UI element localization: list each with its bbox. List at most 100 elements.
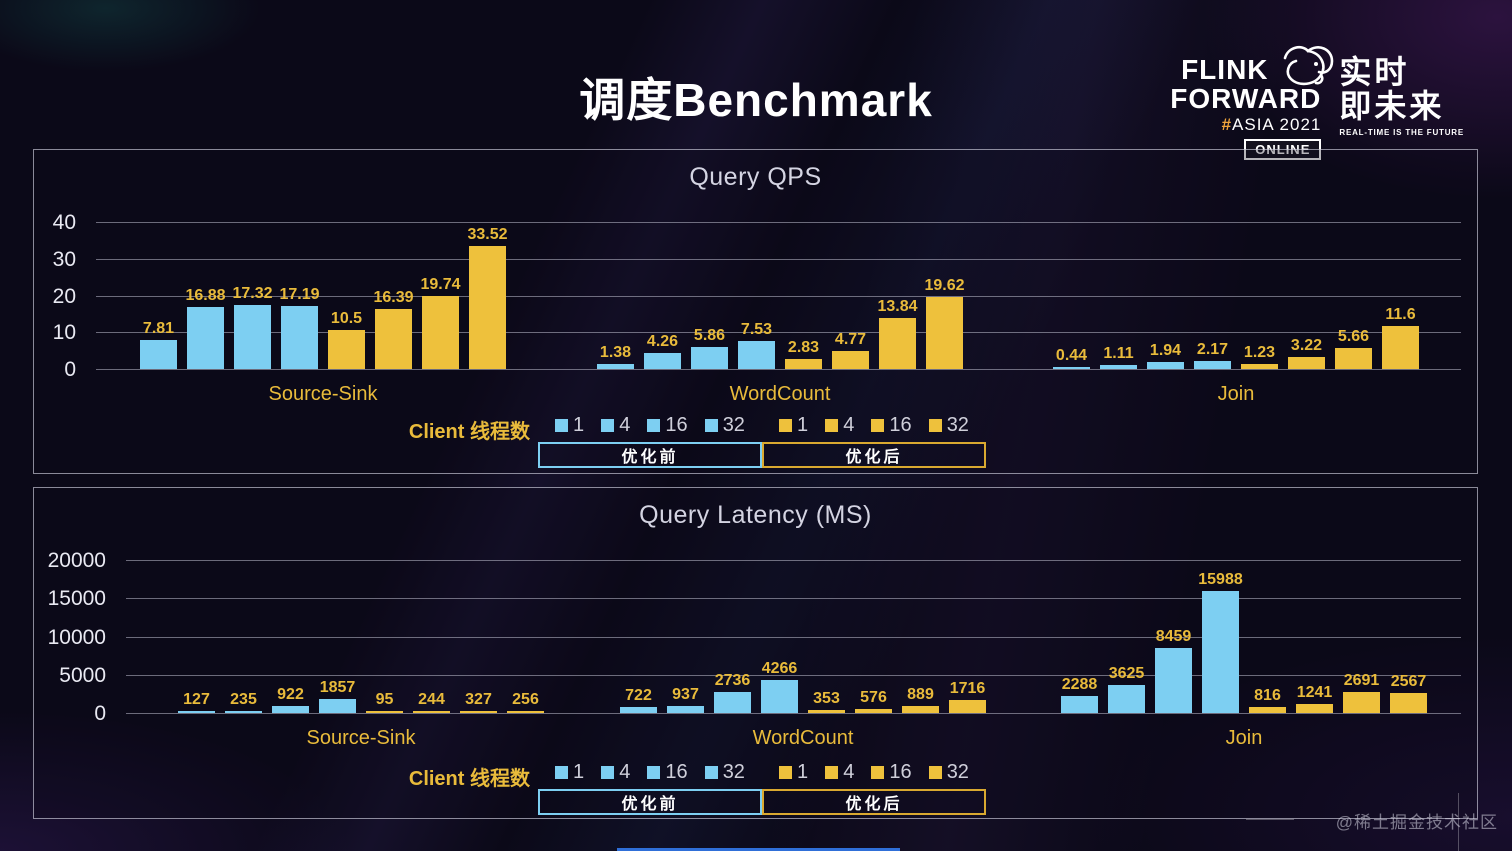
category-label: Source-Sink: [268, 383, 378, 405]
before-optimization-label: 优化前: [621, 449, 679, 466]
bar-value-label: 4266: [761, 660, 798, 678]
category-label: Source-Sink: [306, 727, 416, 749]
bar: [1108, 685, 1145, 713]
bar-group-Join: 0.44 1.11 1.94 2.17 1.23 3.22 5.66 11.6: [1053, 307, 1419, 369]
bar: [1100, 364, 1137, 369]
bar: [1296, 703, 1333, 713]
bar: [140, 340, 177, 369]
bar-value-label: 17.32: [232, 285, 273, 303]
legend-item-after-1: 1: [779, 415, 808, 435]
bar-value-label: 2567: [1390, 673, 1427, 691]
bar-value-label: 17.19: [279, 285, 320, 303]
after-swatch-icon: [779, 418, 793, 432]
bar-优化前-4-WordCount: 937: [667, 686, 704, 713]
bar-优化前-16-WordCount: 2736: [714, 673, 751, 713]
bar-优化前-4-Source-Sink: 235: [225, 692, 262, 713]
logo-tagline: REAL-TIME IS THE FUTURE: [1339, 127, 1464, 137]
bar: [1249, 706, 1286, 713]
bar-优化前-4-WordCount: 4.26: [644, 334, 681, 369]
flink-forward-wordmark: FLINK FORWARD #ASIA 2021 ONLINE: [1170, 45, 1334, 161]
bar-value-label: 922: [277, 685, 304, 703]
legend-after-group: 1 4 16 32: [762, 762, 986, 782]
bar-value-label: 244: [418, 691, 445, 708]
bar-value-label: 3625: [1108, 665, 1145, 683]
legend-label: Client 线程数: [408, 768, 530, 790]
bar: [620, 707, 657, 713]
bar-优化后-32-Join: 2567: [1390, 674, 1427, 713]
bar: [187, 306, 224, 369]
bar-value-label: 2288: [1061, 675, 1098, 693]
legend-thread-count: 32: [946, 414, 969, 436]
bar-value-label: 1.94: [1149, 341, 1182, 359]
y-tick-label: 15000: [47, 587, 106, 611]
legend-thread-count: 4: [843, 761, 855, 783]
after-swatch-icon: [871, 418, 885, 432]
bar: [1061, 695, 1098, 713]
flink-forward-logo: FLINK FORWARD #ASIA 2021 ONLINE 实时 即未来 R…: [1170, 45, 1464, 161]
bar-优化后-16-Join: 2691: [1343, 673, 1380, 713]
legend-thread-count: 4: [843, 414, 855, 436]
legend-item-after-16: 16: [871, 415, 912, 435]
legend-item-after-16: 16: [871, 762, 912, 782]
before-swatch-icon: [647, 765, 661, 779]
bar-优化后-32-WordCount: 1716: [949, 680, 986, 713]
bar-优化前-32-WordCount: 7.53: [738, 322, 775, 369]
after-swatch-icon: [825, 418, 839, 432]
legend-thread-count: 1: [797, 761, 809, 783]
slide-title: 调度Benchmark: [579, 74, 933, 126]
bar-value-label: 722: [625, 687, 652, 705]
bar: [1155, 648, 1192, 713]
bar-优化前-32-Join: 2.17: [1194, 342, 1231, 369]
legend-row: 1 4 16 32 1 4 16 32: [538, 762, 986, 782]
bar-优化前-32-Source-Sink: 17.19: [279, 285, 320, 369]
bar-优化前-4-Source-Sink: 16.88: [185, 287, 226, 369]
legend-before-group: 1 4 16 32: [538, 762, 762, 782]
bar: [1147, 361, 1184, 369]
query-qps-chart-panel: Query QPS 0 10 20 30 40 7.81 16.88 17.32 17.19 10…: [33, 149, 1478, 474]
legend-thread-count: 32: [722, 414, 745, 436]
bar: [375, 308, 412, 369]
legend-item-after-1: 1: [779, 762, 808, 782]
bar-优化后-1-Source-Sink: 95: [366, 692, 403, 713]
bar-优化后-32-Source-Sink: 33.52: [467, 226, 508, 369]
after-swatch-icon: [928, 418, 942, 432]
gridline: [126, 636, 1461, 638]
bar: [1194, 361, 1231, 369]
legend-item-before-16: 16: [647, 762, 688, 782]
gridline: [96, 369, 1461, 370]
logo-cn-future: 即未来: [1339, 87, 1445, 124]
bar-优化前-16-Source-Sink: 17.32: [232, 285, 273, 369]
before-optimization-label: 优化前: [621, 796, 679, 813]
bar-优化前-1-Join: 2288: [1061, 675, 1098, 713]
bar-value-label: 95: [375, 691, 394, 708]
gridline: [96, 222, 1461, 223]
bar-value-label: 15988: [1198, 570, 1243, 588]
bar: [808, 710, 845, 713]
legend-thread-count: 1: [797, 414, 809, 436]
y-tick-label: 0: [94, 702, 106, 725]
bar-优化后-1-Source-Sink: 10.5: [328, 311, 365, 369]
bar-value-label: 0.44: [1055, 347, 1088, 364]
bar-优化前-1-WordCount: 722: [620, 688, 657, 713]
y-tick-label: 30: [52, 247, 76, 271]
bar: [178, 711, 215, 713]
bar: [234, 305, 271, 369]
bar: [714, 692, 751, 713]
legend-item-before-1: 1: [555, 415, 584, 435]
bar-value-label: 3.22: [1290, 337, 1323, 355]
legend-item-before-32: 32: [704, 762, 745, 782]
bar-group-WordCount: 1.38 4.26 5.86 7.53 2.83 4.77 13.84 19.62: [597, 277, 965, 369]
gridline: [96, 258, 1461, 260]
bar-value-label: 2736: [714, 672, 751, 690]
bar: [926, 296, 963, 369]
bar: [691, 347, 728, 369]
bar-value-label: 1.11: [1103, 344, 1134, 362]
bar: [1390, 693, 1427, 713]
bar: [1288, 357, 1325, 369]
bar-value-label: 1857: [319, 678, 356, 696]
before-swatch-icon: [601, 765, 615, 779]
bar-value-label: 8459: [1155, 628, 1192, 646]
legend-item-after-32: 32: [928, 414, 969, 436]
bar: [1335, 348, 1372, 369]
legend-label: Client 线程数: [408, 421, 530, 443]
